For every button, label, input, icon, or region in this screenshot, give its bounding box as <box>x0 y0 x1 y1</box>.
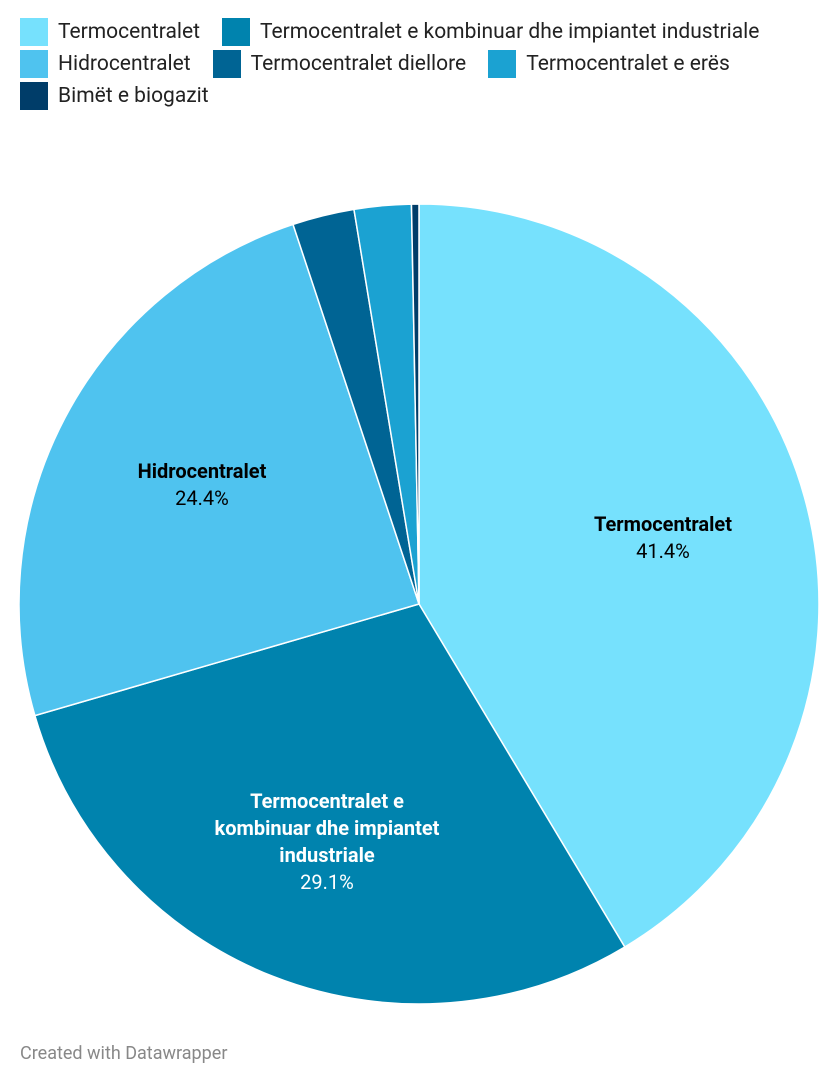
legend-item: Termocentralet e erës <box>488 50 730 78</box>
slice-label: Hidrocentralet 24.4% <box>138 458 267 512</box>
slice-value: 29.1% <box>300 870 354 894</box>
legend-item: Termocentralet <box>20 18 200 46</box>
legend-item: Bimët e biogazit <box>20 82 209 110</box>
legend-swatch <box>20 50 48 78</box>
slice-value: 24.4% <box>175 486 229 510</box>
legend-label: Termocentralet <box>58 20 200 44</box>
legend-swatch <box>20 82 48 110</box>
slice <box>33 603 626 1005</box>
legend: Termocentralet Termocentralet e kombinuar… <box>20 18 830 110</box>
legend-label: Hidrocentralet <box>58 52 191 76</box>
legend-swatch <box>212 50 241 78</box>
slice-label: Termocentralet 41.4% <box>594 511 732 565</box>
legend-label: Termocentralet e kombinuar dhe impiantet… <box>260 20 760 44</box>
slice-value: 41.4% <box>636 539 690 563</box>
slice-name: Termocentralet e kombinuar dhe impiantet… <box>214 789 440 867</box>
legend-swatch <box>222 18 250 46</box>
slice <box>410 203 420 605</box>
legend-label: Termocentralet diellore <box>250 52 467 76</box>
legend-label: Bimët e biogazit <box>58 84 209 108</box>
credit: Created with Datawrapper <box>20 1043 228 1064</box>
legend-swatch <box>488 50 517 78</box>
legend-label: Termocentralet e erës <box>526 52 730 76</box>
legend-item: Termocentralet e kombinuar dhe impiantet… <box>222 18 759 46</box>
slice <box>418 203 820 949</box>
slice-label: Termocentralet e kombinuar dhe impiantet… <box>207 788 447 896</box>
legend-swatch <box>20 18 48 46</box>
slice-name: Termocentralet <box>594 512 732 536</box>
legend-item: Hidrocentralet <box>20 50 191 78</box>
legend-item: Termocentralet diellore <box>212 50 467 78</box>
slice-name: Hidrocentralet <box>137 459 267 483</box>
slice <box>18 223 420 717</box>
